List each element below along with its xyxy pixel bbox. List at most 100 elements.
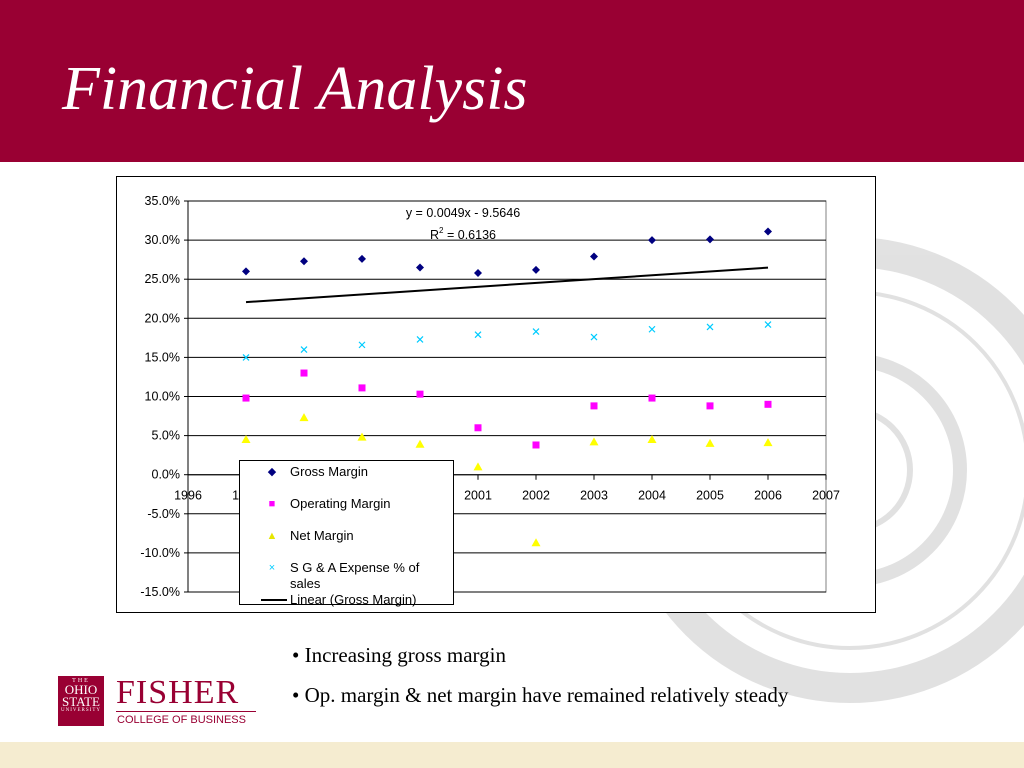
operating-margin-point (300, 369, 308, 377)
net-margin-point (299, 413, 309, 422)
fisher-wordmark: FISHER (116, 674, 240, 711)
legend-label: Net Margin (290, 528, 354, 543)
gross-margin-point (648, 236, 656, 245)
sga-expense-point (242, 353, 250, 361)
sga-marker-stroke (416, 335, 424, 343)
sga-expense-point (764, 321, 772, 328)
gross-margin-point (300, 257, 308, 266)
gross-margin-point (532, 265, 540, 274)
x-tick-label: 2004 (638, 489, 666, 503)
y-tick-label: 0.0% (152, 468, 181, 482)
y-tick-label: 25.0% (145, 272, 180, 286)
sga-expense-point (648, 325, 656, 333)
y-tick-label: -5.0% (147, 507, 180, 521)
college-of-business-text: COLLEGE OF BUSINESS (117, 714, 246, 726)
sga-marker-stroke (532, 328, 540, 336)
sga-marker-stroke (358, 341, 366, 349)
chart-legend: ◆ Gross Margin ■ Operating Margin ▲ Net … (239, 460, 454, 607)
x-tick-label: 2005 (696, 489, 724, 503)
r-squared-superscript: 2 (439, 226, 444, 235)
y-tick-label: 5.0% (152, 429, 181, 443)
chart-svg: 35.0% 30.0% 25.0% 20.0% 15.0% 10.0% 5.0% 0.0% -5… (140, 194, 840, 599)
y-tick-label: -10.0% (140, 546, 180, 560)
bullet-item: • Op. margin & net margin have remained … (292, 683, 789, 707)
sga-marker-stroke (242, 353, 250, 361)
sga-marker-stroke (648, 325, 656, 333)
sga-marker-stroke (706, 323, 714, 331)
legend-label: Linear (Gross Margin) (290, 592, 417, 607)
sga-marker-stroke (300, 346, 308, 354)
osu-state-text: STATE (62, 694, 100, 709)
r-squared-symbol: R (430, 228, 439, 242)
legend-line-marker (261, 599, 287, 601)
trendline-equation: y = 0.0049x - 9.5646 (406, 206, 520, 220)
x-tick-label: 2001 (464, 489, 492, 503)
net-margin-point (415, 439, 425, 448)
sga-expense-point (706, 323, 714, 331)
r-squared-value: = 0.6136 (444, 228, 497, 242)
operating-margin-point (358, 384, 366, 392)
sga-expense-point (358, 341, 366, 349)
legend-label: Operating Margin (290, 496, 391, 511)
operating-margin-point (242, 394, 250, 402)
sga-marker-stroke (474, 331, 482, 339)
x-tick-label: 1996 (174, 489, 202, 503)
net-margin-point (763, 438, 773, 447)
sga-expense-point (300, 346, 308, 354)
trendline-gross-margin (245, 266, 769, 304)
net-margin-point (241, 435, 251, 444)
osu-logo-box: THE OHIO STATE UNIVERSITY (58, 676, 104, 726)
x-tick-label: 2002 (522, 489, 550, 503)
gross-margin-point (416, 263, 424, 272)
y-tick-label: 15.0% (145, 350, 180, 364)
net-margin-point (589, 437, 599, 446)
y-tick-label: 35.0% (145, 194, 180, 208)
legend-triangle-marker: ▲ (266, 530, 278, 542)
gross-margin-point (242, 267, 250, 276)
x-tick-label: 2003 (580, 489, 608, 503)
osu-ohio-text: OHIO (64, 682, 98, 697)
x-tick-label: 2007 (812, 489, 840, 503)
legend-label: Gross Margin (290, 464, 369, 479)
bullet-list: • Increasing gross margin • Op. margin &… (292, 640, 788, 720)
chart-frame: 35.0% 30.0% 25.0% 20.0% 15.0% 10.0% 5.0% 0.0% -5… (116, 176, 876, 613)
trendline-r-squared: R2 = 0.6136 (430, 226, 496, 242)
operating-margin-point (532, 441, 540, 449)
net-margin-point (531, 538, 541, 547)
y-tick-label: 10.0% (145, 390, 180, 404)
x-tick-label: 2006 (754, 489, 782, 503)
fisher-logo: THE OHIO STATE UNIVERSITY FISHER COLLEGE… (58, 674, 258, 728)
sga-marker-stroke (764, 321, 772, 328)
operating-margin-point (590, 402, 598, 410)
logo-divider (116, 711, 256, 712)
net-margin-point (473, 462, 483, 471)
y-tick-label: 30.0% (145, 233, 180, 247)
gross-margin-point (706, 235, 714, 244)
slide-title: Financial Analysis (62, 55, 528, 123)
gross-margin-point (474, 268, 482, 277)
title-bar (0, 0, 1024, 162)
net-margin-point (647, 435, 657, 444)
gross-margin-point (764, 227, 772, 236)
operating-margin-point (416, 390, 424, 398)
sga-expense-point (532, 328, 540, 336)
sga-expense-point (590, 333, 598, 341)
operating-margin-point (764, 400, 772, 408)
sga-expense-point (474, 331, 482, 339)
legend-x-marker: × (268, 562, 276, 574)
operating-margin-point (648, 394, 656, 402)
bullet-item: • Increasing gross margin (292, 643, 506, 667)
y-tick-label: -15.0% (140, 585, 180, 599)
legend-diamond-marker: ◆ (267, 466, 277, 478)
footer-band (0, 742, 1024, 768)
y-tick-label: 20.0% (145, 311, 180, 325)
sga-expense-point (416, 335, 424, 343)
net-margin-point (357, 432, 367, 441)
net-margin-point (705, 438, 715, 447)
operating-margin-point (706, 402, 714, 410)
legend-square-marker: ■ (268, 498, 276, 510)
osu-the-text: THE (72, 678, 90, 684)
gross-margin-point (590, 252, 598, 261)
sga-marker-stroke (590, 333, 598, 341)
operating-margin-point (474, 424, 482, 432)
